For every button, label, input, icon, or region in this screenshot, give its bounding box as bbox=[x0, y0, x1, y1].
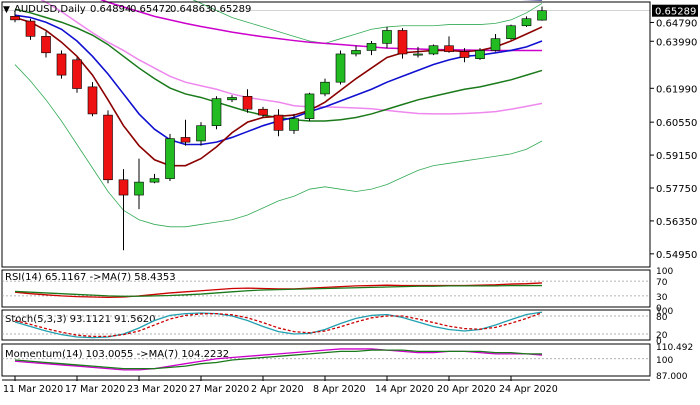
bear-candle bbox=[72, 59, 82, 89]
price-tick-label: 0.63990 bbox=[656, 37, 697, 48]
indicator-line-1 bbox=[14, 311, 543, 339]
panel-tick-label: 87.000 bbox=[656, 372, 688, 382]
time-tick-label: 14 Apr 2020 bbox=[375, 384, 434, 395]
time-tick-label: 17 Mar 2020 bbox=[65, 384, 125, 395]
bull-candle bbox=[320, 81, 330, 95]
rsi-label: RSI(14) 65.1167 ->MA(7) 58.4353 bbox=[5, 272, 176, 283]
bull-candle bbox=[537, 10, 547, 21]
ma-magenta-line bbox=[99, 0, 542, 52]
time-tick-label: 11 Mar 2020 bbox=[3, 384, 63, 395]
bull-candle bbox=[413, 53, 423, 56]
bear-candle bbox=[103, 114, 113, 181]
price-tick-label: 0.61990 bbox=[656, 84, 697, 95]
bear-candle bbox=[459, 51, 470, 58]
bull-candle bbox=[490, 38, 501, 51]
price-panel-border bbox=[1, 1, 651, 268]
time-tick-label: 8 Apr 2020 bbox=[313, 384, 366, 395]
indicator-line-2 bbox=[14, 312, 543, 338]
price-tick-label: 0.64790 bbox=[656, 18, 697, 29]
panel-tick-label: 70 bbox=[656, 278, 668, 288]
symbol-label: AUDUSD,Daily bbox=[14, 4, 86, 15]
time-tick-label: 2 Apr 2020 bbox=[251, 384, 304, 395]
symbol-icon: ▼ bbox=[3, 5, 10, 15]
bull-candle bbox=[351, 50, 361, 55]
panel-border bbox=[1, 343, 651, 377]
bull-candle bbox=[366, 43, 377, 51]
bull-candle bbox=[304, 93, 315, 119]
price-tick-label: 0.54950 bbox=[656, 250, 697, 261]
bear-candle bbox=[397, 30, 408, 55]
panel-border bbox=[1, 309, 651, 341]
panel-tick-label: 80 bbox=[656, 313, 668, 323]
momentum-label: Momentum(14) 103.0055 ->MA(7) 104.2232 bbox=[5, 349, 229, 360]
bull-candle bbox=[382, 30, 392, 44]
bb-lower-line bbox=[14, 64, 543, 228]
bear-candle bbox=[118, 179, 129, 196]
bull-candle bbox=[196, 125, 206, 142]
bear-candle bbox=[444, 45, 454, 52]
bollinger-bands bbox=[14, 0, 543, 228]
panel-tick-label: 100 bbox=[656, 307, 673, 317]
indicator-line-2 bbox=[14, 349, 542, 370]
panel-tick-label: 0 bbox=[656, 337, 662, 347]
panel-tick-label: 20 bbox=[656, 331, 668, 341]
bull-candle bbox=[134, 181, 144, 196]
price-tick-label: 0.60550 bbox=[656, 118, 697, 129]
ma-long-line bbox=[40, 0, 543, 115]
momentum-panel: Momentum(14) 103.0055 ->MA(7) 104.2232 1… bbox=[1, 343, 693, 382]
high-value: 0.65472 bbox=[130, 4, 171, 15]
price-tick-label: 0.56350 bbox=[656, 217, 697, 228]
bear-candle bbox=[87, 86, 98, 115]
open-value: 0.64894 bbox=[90, 4, 131, 15]
panel-border bbox=[1, 269, 651, 308]
close-value: 0.65289 bbox=[210, 4, 251, 15]
candlesticks bbox=[10, 6, 547, 251]
bull-candle bbox=[289, 118, 299, 131]
bear-candle bbox=[242, 95, 253, 110]
bear-candle bbox=[180, 137, 191, 143]
time-tick-label: 27 Mar 2020 bbox=[189, 384, 249, 395]
low-value: 0.64863 bbox=[170, 4, 211, 15]
bull-candle bbox=[521, 18, 532, 27]
bull-candle bbox=[475, 50, 485, 59]
bull-candle bbox=[149, 178, 160, 183]
bear-candle bbox=[273, 114, 284, 131]
bear-candle bbox=[56, 53, 67, 76]
price-panel: 0.64790 0.63990 0.61990 0.60550 0.59150 0.577… bbox=[2, 0, 698, 261]
bear-candle bbox=[41, 36, 51, 54]
time-tick-label: 24 Apr 2020 bbox=[499, 384, 558, 395]
bull-candle bbox=[335, 53, 346, 83]
bull-candle bbox=[165, 138, 175, 179]
time-tick-label: 23 Mar 2020 bbox=[127, 384, 187, 395]
price-tick-label: 0.59150 bbox=[656, 151, 697, 162]
time-tick-label: 20 Apr 2020 bbox=[437, 384, 496, 395]
bull-candle bbox=[227, 97, 237, 101]
bear-candle bbox=[10, 16, 20, 21]
price-axis-ticks: 0.64790 0.63990 0.61990 0.60550 0.59150 0.577… bbox=[650, 18, 697, 261]
panel-tick-label: 100 bbox=[656, 267, 673, 277]
panel-tick-label: 100 bbox=[656, 356, 673, 366]
bull-candle bbox=[211, 98, 222, 126]
bear-candle bbox=[25, 20, 36, 37]
stochastic-label: Stoch(5,3,3) 93.1121 91.5620 bbox=[5, 314, 156, 325]
panel-tick-label: 110.492 bbox=[656, 343, 693, 353]
indicator-line-2 bbox=[14, 284, 542, 297]
bear-candle bbox=[258, 108, 268, 116]
price-tick-label: 0.57750 bbox=[656, 184, 697, 195]
bb-upper-line bbox=[192, 0, 543, 44]
bull-candle bbox=[428, 45, 439, 55]
panel-tick-label: 30 bbox=[656, 293, 668, 303]
time-axis: 11 Mar 2020 17 Mar 2020 23 Mar 2020 27 Mar … bbox=[2, 376, 650, 395]
panel-tick-label: 0 bbox=[656, 304, 662, 314]
header-row: ▼ AUDUSD,Daily 0.64894 0.65472 0.64863 0… bbox=[3, 4, 251, 15]
current-price-label: 0.65289 bbox=[655, 7, 696, 18]
bull-candle bbox=[506, 25, 516, 39]
current-price-tag bbox=[652, 4, 698, 17]
